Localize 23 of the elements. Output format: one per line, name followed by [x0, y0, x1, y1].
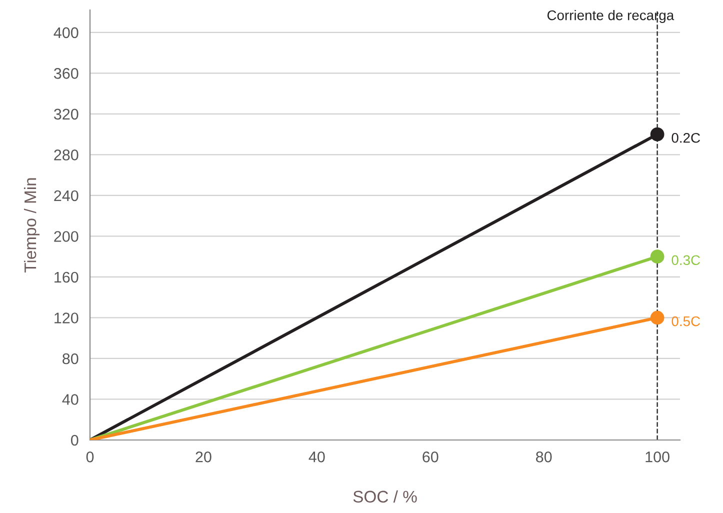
y-axis-title: Tiempo / Min [24, 178, 40, 272]
series-label: 0.5C [672, 316, 700, 326]
y-tick-label: 120 [54, 312, 78, 324]
y-tick-label: 280 [54, 150, 78, 160]
legend-title: Corriente de recarga [547, 10, 674, 23]
x-tick-label: 0 [86, 452, 94, 462]
y-tick-label: 360 [54, 68, 78, 79]
y-tick-label: 400 [54, 27, 78, 38]
x-tick-label: 100 [646, 452, 670, 462]
y-tick-label: 240 [54, 190, 78, 202]
y-tick-label: 80 [62, 353, 78, 364]
x-tick-label: 40 [308, 452, 325, 462]
series-label: 0.3C [672, 255, 700, 266]
y-tick-label: 40 [62, 394, 78, 405]
y-tick-label: 0 [70, 434, 78, 446]
y-tick-label: 200 [54, 231, 78, 242]
x-tick-label: 60 [422, 452, 438, 462]
y-tick-label: 320 [54, 108, 78, 120]
x-tick-label: 80 [536, 452, 552, 462]
x-tick-label: 20 [196, 452, 212, 462]
series-label: 0.2C [672, 132, 700, 143]
x-axis-title: SOC / % [353, 490, 417, 503]
y-tick-label: 160 [54, 272, 78, 283]
